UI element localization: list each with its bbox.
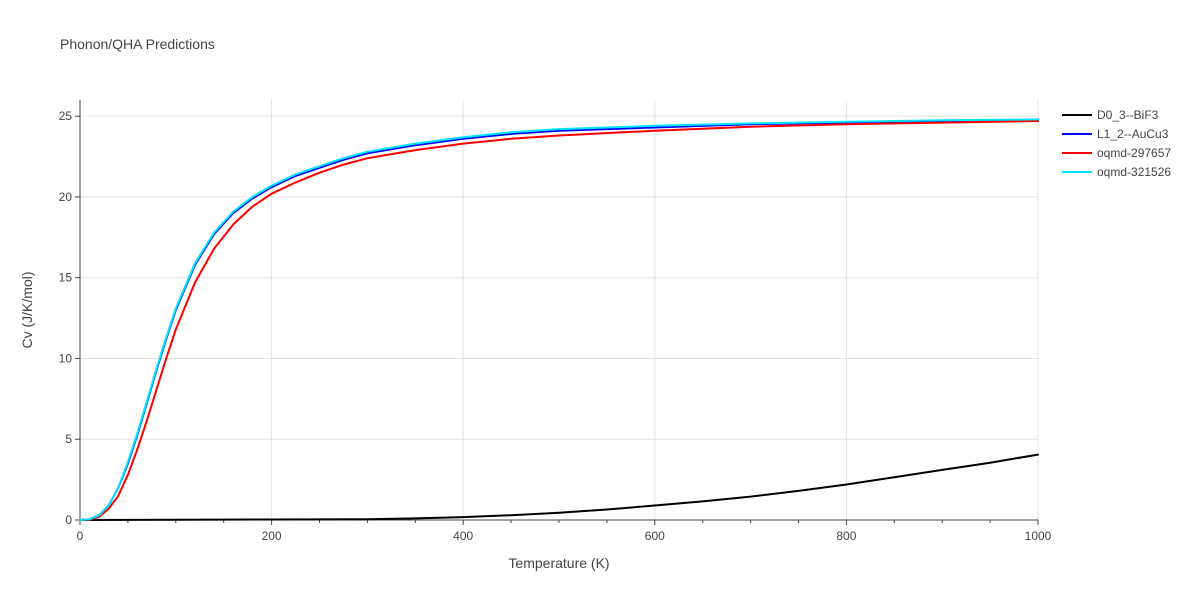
x-tick-label: 600: [645, 529, 665, 543]
legend-label: L1_2--AuCu3: [1097, 127, 1169, 141]
y-tick-label: 10: [59, 351, 73, 365]
x-tick-label: 800: [836, 529, 856, 543]
x-axis-title: Temperature (K): [508, 555, 609, 571]
x-tick-label: 1000: [1025, 529, 1052, 543]
series-line-4: [79, 118, 1039, 521]
y-tick-label: 5: [65, 432, 72, 446]
legend: D0_3--BiF3 L1_2--AuCu3 oqmd-297657 oqmd-321…: [1062, 108, 1171, 179]
y-tick-label: 0: [65, 513, 72, 527]
legend-label: D0_3--BiF3: [1097, 108, 1159, 122]
legend-item[interactable]: D0_3--BiF3: [1062, 108, 1159, 122]
chart-title: Phonon/QHA Predictions: [60, 36, 215, 52]
y-axis-title: Cv (J/K/mol): [19, 272, 35, 349]
series-lines: [79, 118, 1039, 521]
x-tick-label: 400: [453, 529, 473, 543]
legend-item[interactable]: L1_2--AuCu3: [1062, 127, 1169, 141]
series-line-2: [79, 119, 1039, 521]
legend-label: oqmd-297657: [1097, 146, 1171, 160]
y-tick-label: 20: [59, 190, 73, 204]
axes: [75, 100, 1039, 525]
tick-labels: 0 200 400 600 800 1000 0 5 10 15 20 25: [59, 109, 1052, 543]
legend-item[interactable]: oqmd-297657: [1062, 146, 1171, 160]
series-line-1: [79, 453, 1039, 521]
y-tick-label: 25: [59, 109, 73, 123]
grid-lines: [80, 100, 1039, 520]
y-tick-label: 15: [59, 271, 73, 285]
series-line-3: [79, 120, 1039, 521]
legend-item[interactable]: oqmd-321526: [1062, 165, 1171, 179]
x-tick-label: 0: [77, 529, 84, 543]
legend-label: oqmd-321526: [1097, 165, 1171, 179]
x-tick-label: 200: [262, 529, 282, 543]
